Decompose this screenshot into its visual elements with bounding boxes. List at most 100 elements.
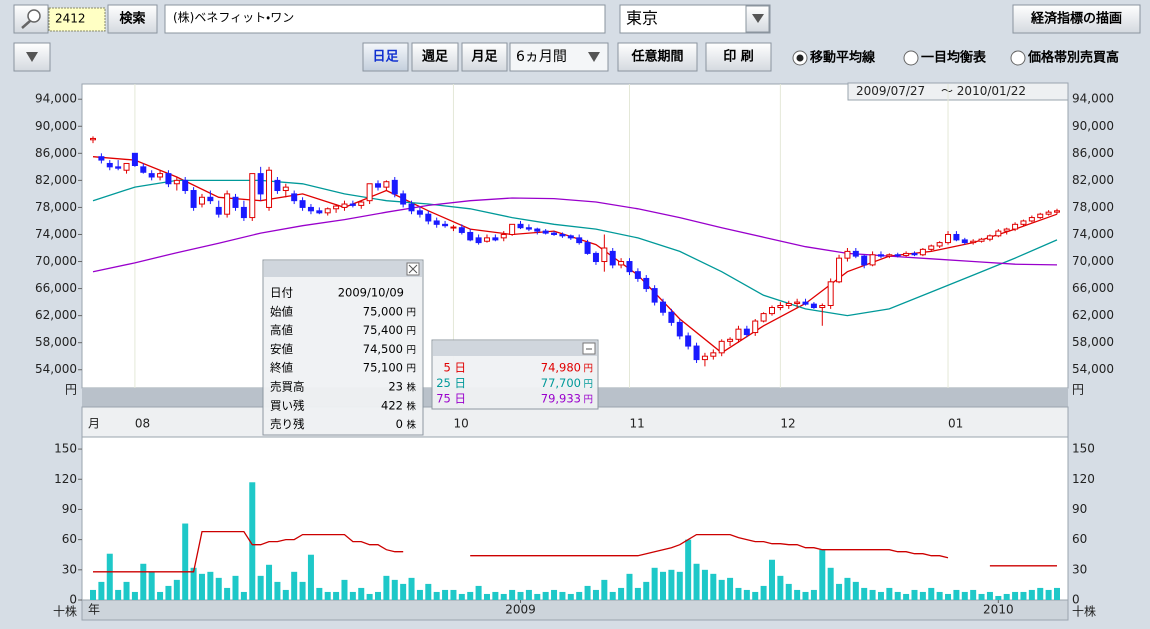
y-tick-label-right: 30 (1072, 562, 1087, 576)
volume-bar (626, 573, 633, 600)
candle-body (391, 179, 398, 195)
tooltip (262, 259, 424, 436)
ma-value: 79,933 (541, 392, 581, 406)
y-tick-label-right: 90,000 (1072, 119, 1114, 133)
candle-body (400, 193, 407, 205)
period-button[interactable] (362, 42, 409, 72)
print-button[interactable] (705, 42, 772, 72)
y-tick-label: 90,000 (35, 119, 77, 133)
candle-body (1012, 223, 1019, 230)
y-unit-right: 円 (1072, 383, 1084, 397)
candle-body (936, 242, 943, 247)
candle-body (416, 210, 423, 215)
volume-bar (500, 593, 507, 600)
volume-bar (643, 581, 650, 600)
date-range: 2009/07/27 ～ 2010/01/22 (856, 84, 1026, 98)
candle-body (115, 166, 122, 169)
search-button[interactable] (107, 4, 158, 34)
plots: 54,000 54,000 58,000 58,000 62,000 62,000 66,0… (35, 84, 1114, 619)
candle-body (517, 223, 524, 229)
volume-bar (157, 591, 164, 600)
volume-bar (609, 591, 616, 600)
volume-bar (986, 591, 993, 600)
volume-average-line (93, 530, 1057, 573)
volume-bar (701, 569, 708, 600)
candle-body (157, 173, 164, 178)
period-button[interactable] (411, 42, 459, 72)
volume-bar (685, 539, 692, 600)
tooltip-unit: 円 (406, 326, 416, 337)
custom-range-label: 任意期間 (630, 49, 683, 65)
ma-box-titlebar (433, 341, 597, 356)
tooltip-unit: 株 (406, 400, 416, 412)
candle-body (1045, 211, 1052, 215)
volume-bar (90, 589, 96, 600)
candle-body (718, 340, 725, 354)
candle-body (358, 201, 365, 206)
y-tick-label: 60 (62, 532, 77, 546)
candle-body (215, 206, 222, 215)
search-icon[interactable] (13, 4, 49, 34)
candle-body (123, 162, 130, 171)
volume-bar (693, 563, 700, 600)
range-text: 6ヵ月間 (516, 49, 567, 65)
candle-body (98, 156, 105, 161)
candle-body (785, 302, 792, 306)
market-select[interactable] (619, 4, 771, 34)
candle-body (609, 250, 616, 266)
volume-bar (995, 595, 1002, 600)
y-tick-label-right: 74,000 (1072, 227, 1114, 241)
overlay-radio[interactable] (1010, 50, 1026, 66)
y-tick-label: 150 (54, 442, 77, 456)
volume-bar (802, 591, 809, 600)
candle-body (458, 227, 465, 233)
volume-bar (953, 589, 960, 600)
y-tick-label-right: 62,000 (1072, 308, 1114, 322)
tooltip-unit: 円 (406, 345, 416, 356)
y-tick-label-right: 94,000 (1072, 92, 1114, 106)
period-button[interactable] (461, 42, 508, 72)
volume-bar (509, 589, 516, 600)
period-label: 週足 (422, 50, 449, 65)
y-tick-label-right: 120 (1072, 472, 1095, 486)
volume-bar (123, 581, 130, 600)
y-tick-label: 90 (62, 502, 77, 516)
volume-bar (660, 571, 667, 600)
candle-body (182, 179, 189, 192)
year-row (81, 599, 1069, 621)
volume-bar (240, 591, 247, 600)
y-tick-label-right: 86,000 (1072, 146, 1114, 160)
tooltip-unit: 株 (406, 382, 416, 394)
candle-body (190, 190, 197, 208)
candle-body (90, 137, 96, 141)
volume-bar (525, 589, 532, 600)
code-input[interactable] (48, 7, 106, 32)
candle-body (1028, 217, 1035, 222)
economic-button[interactable] (1012, 4, 1141, 34)
y-tick-label-right: 60 (1072, 532, 1087, 546)
candle-body (928, 245, 935, 250)
y-tick-label: 78,000 (35, 200, 77, 214)
candle-body (919, 248, 926, 256)
volume-bar (651, 567, 658, 600)
candle-body (165, 173, 172, 185)
candle-body (768, 307, 775, 315)
candle-body (592, 252, 599, 263)
y-tick-label-right: 66,000 (1072, 281, 1114, 295)
volume-bar (148, 571, 155, 600)
volume-bar (483, 593, 490, 600)
volume-bar (1003, 593, 1010, 600)
x-tick-label: 08 (135, 417, 150, 431)
volume-bar (894, 591, 901, 600)
custom-range-button[interactable] (617, 42, 698, 72)
candle-body (1037, 213, 1044, 219)
code-text: 2412 (55, 12, 86, 26)
volume-bar (936, 591, 943, 600)
company-field (164, 4, 606, 34)
volume-bar (978, 593, 985, 600)
volume-bar (928, 587, 935, 600)
overlay-radio[interactable] (903, 50, 919, 66)
price-series (90, 136, 1060, 367)
y-tick-label-right: 54,000 (1072, 362, 1114, 376)
volume-bar (517, 591, 524, 600)
